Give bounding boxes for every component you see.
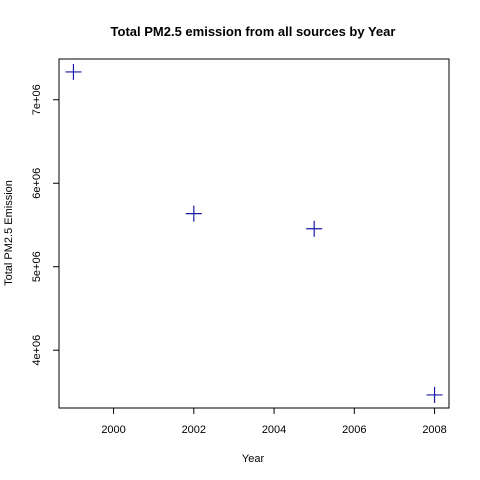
x-tick-label: 2004	[262, 424, 286, 436]
y-tick-label: 6e+06	[31, 168, 43, 199]
data-point	[65, 63, 82, 80]
data-point	[185, 205, 202, 222]
plot-frame	[58, 58, 450, 409]
x-tick-label: 2008	[422, 424, 446, 436]
chart-title: Total PM2.5 emission from all sources by…	[111, 24, 396, 39]
data-point	[306, 220, 323, 237]
y-axis: 4e+06 5e+06 6e+06 7e+06	[31, 84, 59, 366]
x-axis: 2000 2002 2004 2006 2008	[101, 408, 447, 436]
data-points	[65, 63, 443, 403]
x-tick-label: 2000	[101, 424, 125, 436]
y-tick-label: 7e+06	[31, 84, 43, 115]
y-axis-label: Total PM2.5 Emission	[3, 180, 15, 286]
data-point	[426, 386, 443, 403]
x-axis-label: Year	[242, 453, 265, 465]
x-tick-label: 2002	[182, 424, 206, 436]
y-tick-label: 5e+06	[31, 251, 43, 282]
x-tick-label: 2006	[342, 424, 366, 436]
y-tick-label: 4e+06	[31, 335, 43, 366]
